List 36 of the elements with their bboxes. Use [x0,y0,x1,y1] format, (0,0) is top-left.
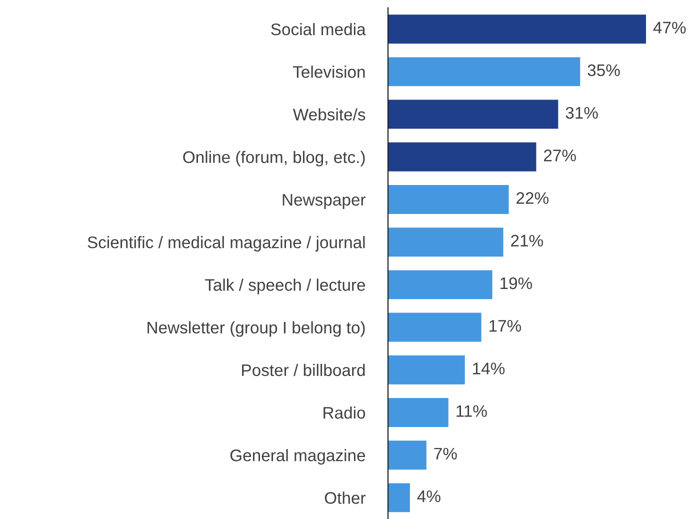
data-label: 4% [417,490,440,502]
bar [388,398,448,427]
y-tick-label: Radio [324,406,366,419]
bar [388,185,509,214]
y-tick-label: Online (forum, blog, etc.) [183,150,365,166]
bar [388,57,580,86]
y-tick-label: Other [324,492,366,504]
bar [388,483,410,512]
y-tick-label: Poster / billboard [242,364,365,376]
data-label: 7% [434,448,457,460]
y-tick-label: Newsletter (group I belong to) [148,321,365,337]
y-tick-label: Scientific / medical magazine / journal [88,236,365,252]
y-tick-label: Newspaper [282,194,366,209]
bar [388,312,482,342]
data-label: 35% [588,64,620,76]
bar [388,440,426,470]
bar [388,100,558,129]
bar [388,142,536,172]
y-tick-label: Talk / speech / lecture [204,278,366,294]
bar [388,14,646,44]
y-tick-label: General magazine [230,449,366,465]
data-label: 21% [511,234,543,246]
data-label: 14% [473,362,505,374]
y-tick-label: Television [292,66,365,78]
data-label: 19% [500,277,532,290]
bar [388,355,465,384]
bar [388,270,492,300]
data-label: 47% [653,22,686,34]
bar [388,228,504,257]
data-label: 17% [490,320,522,332]
data-label: 27% [544,150,576,162]
data-label: 11% [456,405,487,417]
data-label: 22% [516,192,548,204]
data-label: 31% [566,106,598,119]
y-tick-label: Social media [271,23,366,36]
y-tick-label: Website/s [292,108,366,120]
